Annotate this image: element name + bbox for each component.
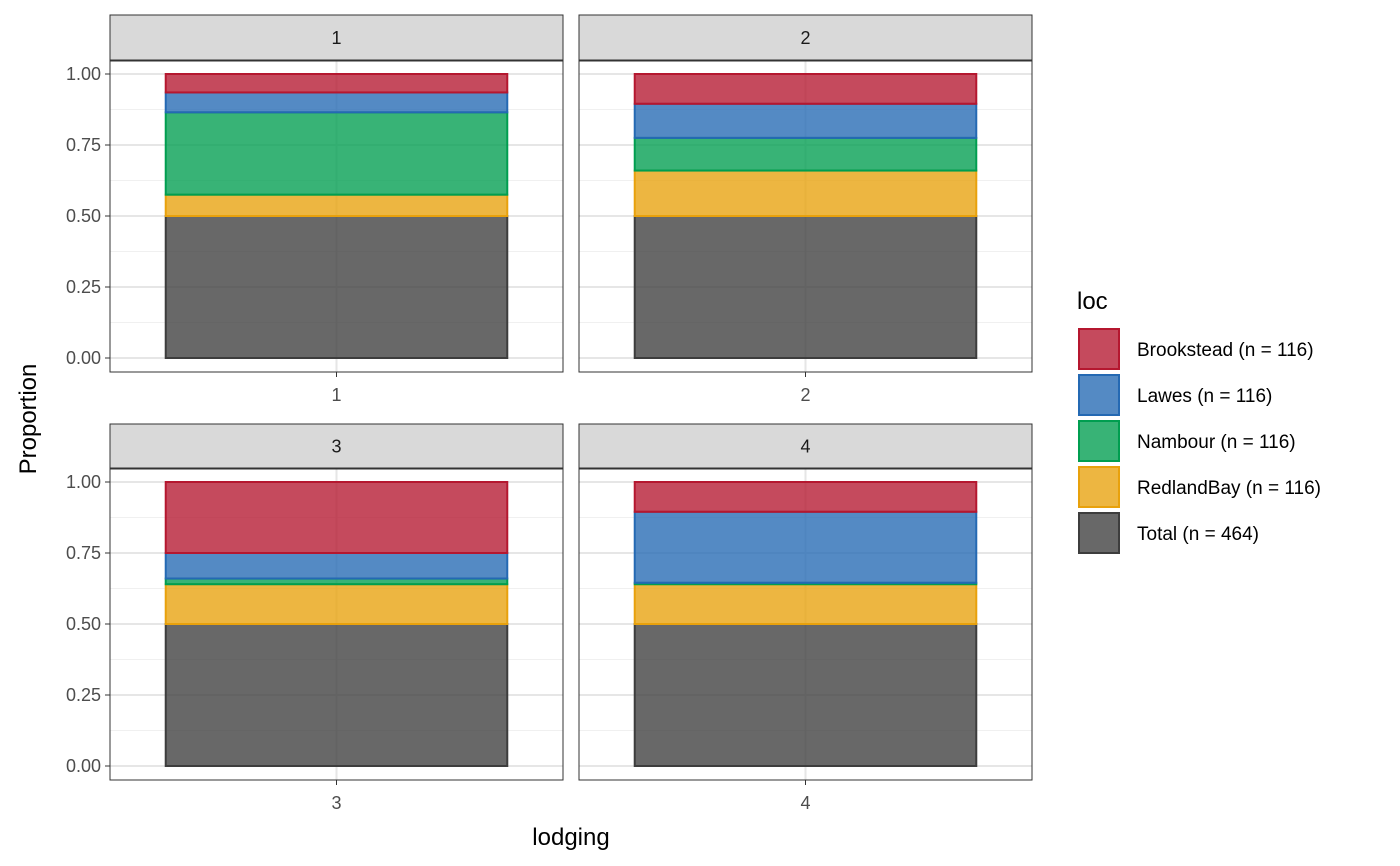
y-tick-label: 0.50 bbox=[66, 614, 101, 634]
y-tick-label: 0.00 bbox=[66, 348, 101, 368]
facet-strip bbox=[578, 14, 1033, 61]
legend-label: Brookstead (n = 116) bbox=[1137, 340, 1314, 361]
bar-segment bbox=[633, 481, 978, 513]
y-tick-label: 1.00 bbox=[66, 64, 101, 84]
facet-2: 22 bbox=[578, 14, 1033, 405]
facet-strip-label: 2 bbox=[800, 28, 810, 48]
y-tick-label: 0.25 bbox=[66, 685, 101, 705]
y-tick-label: 0.25 bbox=[66, 277, 101, 297]
bar-segment bbox=[164, 481, 509, 554]
legend-key bbox=[1078, 512, 1120, 554]
legend-item: Lawes (n = 116) bbox=[1078, 374, 1272, 416]
bar-segment bbox=[633, 215, 978, 359]
facet-strip-label: 1 bbox=[331, 28, 341, 48]
legend-label: Total (n = 464) bbox=[1137, 524, 1259, 545]
legend-label: Lawes (n = 116) bbox=[1137, 386, 1272, 407]
legend-label: Nambour (n = 116) bbox=[1137, 432, 1296, 453]
legend-key bbox=[1078, 374, 1120, 416]
legend-title: loc bbox=[1077, 288, 1108, 315]
legend-label: RedlandBay (n = 116) bbox=[1137, 478, 1321, 499]
facet-3: 3 0.00 0.25 0.50 0.75 1.00 3 bbox=[66, 423, 564, 813]
bar-segment bbox=[164, 583, 509, 625]
legend-item: Total (n = 464) bbox=[1078, 512, 1259, 554]
y-tick-label: 0.75 bbox=[66, 135, 101, 155]
legend-key bbox=[1078, 328, 1120, 370]
bar-segment bbox=[633, 510, 978, 584]
x-tick-label: 2 bbox=[800, 385, 810, 405]
facet-strip-label: 3 bbox=[331, 437, 341, 457]
facet-strip-label: 4 bbox=[800, 437, 810, 457]
bar-segment bbox=[633, 583, 978, 625]
x-tick-label: 1 bbox=[331, 385, 341, 405]
bar-segment bbox=[633, 623, 978, 767]
bar-segment bbox=[164, 111, 509, 196]
bar-segment bbox=[164, 552, 509, 580]
x-tick-label: 4 bbox=[800, 793, 810, 813]
bar-segment bbox=[633, 73, 978, 105]
legend: loc Brookstead (n = 116) Lawes (n = 116) N… bbox=[1077, 288, 1321, 554]
bar-segment bbox=[633, 169, 978, 217]
legend-item: RedlandBay (n = 116) bbox=[1078, 466, 1321, 508]
facet-strip bbox=[109, 14, 564, 61]
facet-panels: 10.000.250.500.751.0012230.000.250.500.7… bbox=[66, 14, 1033, 813]
bar-segment bbox=[164, 193, 509, 217]
legend-item: Nambour (n = 116) bbox=[1078, 420, 1296, 462]
bar-segment bbox=[164, 623, 509, 767]
y-tick-label: 0.00 bbox=[66, 756, 101, 776]
bar-segment bbox=[164, 91, 509, 114]
x-tick-label: 3 bbox=[331, 793, 341, 813]
y-tick-label: 0.75 bbox=[66, 543, 101, 563]
legend-key bbox=[1078, 466, 1120, 508]
y-tick-label: 1.00 bbox=[66, 472, 101, 492]
facet-strip bbox=[109, 423, 564, 469]
bar-segment bbox=[633, 102, 978, 139]
facet-strip bbox=[578, 423, 1033, 469]
bar-segment bbox=[633, 136, 978, 172]
y-axis-title: Proportion bbox=[15, 364, 42, 475]
legend-key bbox=[1078, 420, 1120, 462]
facet-1: 1 0.00 0.25 0.50 0.75 1.00 1 bbox=[66, 14, 564, 405]
facet-4: 44 bbox=[578, 423, 1033, 813]
x-axis-title: lodging bbox=[532, 824, 609, 851]
y-tick-label: 0.50 bbox=[66, 206, 101, 226]
legend-item: Brookstead (n = 116) bbox=[1078, 328, 1314, 370]
bar-segment bbox=[164, 215, 509, 359]
bar-segment bbox=[164, 73, 509, 94]
